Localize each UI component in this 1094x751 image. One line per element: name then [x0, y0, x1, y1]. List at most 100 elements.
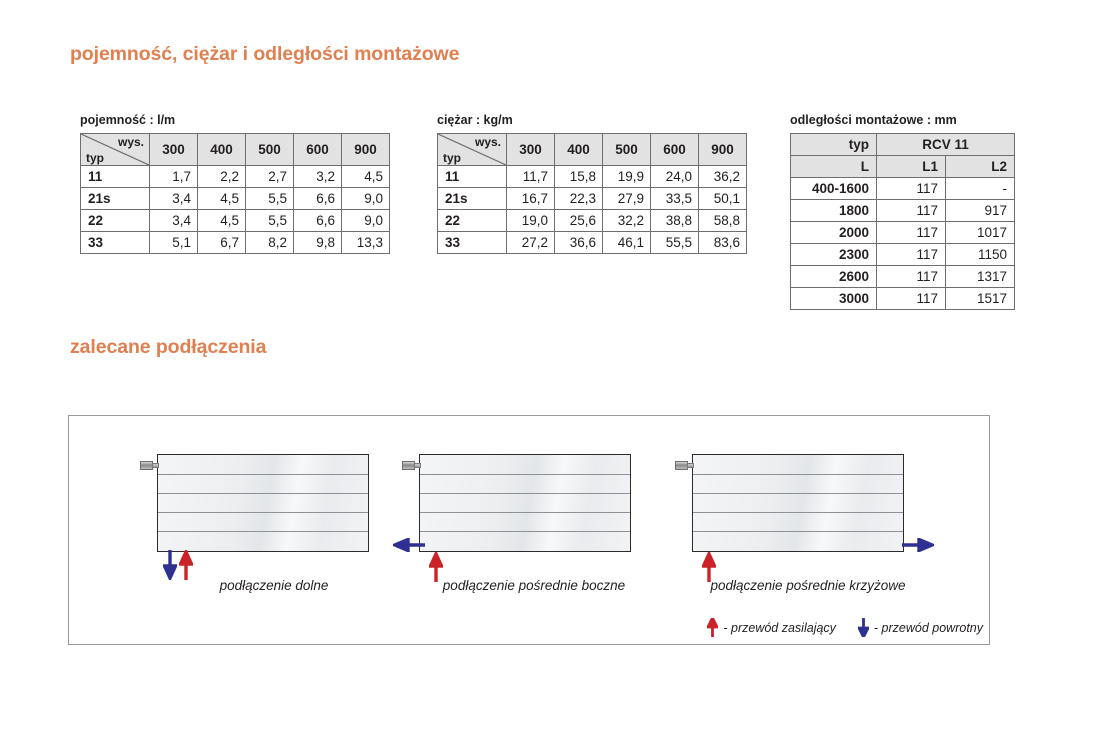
column-header: 500	[602, 133, 651, 166]
table-header-row: wys. typ 300 400 500 600 900	[437, 133, 747, 166]
radiator-segment-line	[420, 531, 630, 532]
table-cell: 24,0	[650, 165, 699, 188]
table-cell: 58,8	[698, 209, 747, 232]
row-header: 11	[80, 165, 150, 188]
table-cell: 117	[876, 177, 946, 200]
table-cell: 8,2	[245, 231, 294, 254]
table-cell: 1,7	[149, 165, 198, 188]
spacing-table-caption: odległości montażowe : mm	[790, 113, 957, 127]
row-header: 33	[80, 231, 150, 254]
column-header: 400	[554, 133, 603, 166]
row-header: 21s	[80, 187, 150, 210]
column-header: 900	[341, 133, 390, 166]
capacity-table: wys. typ 300 400 500 600 900 11 1,7 2,2 …	[80, 133, 390, 254]
row-header: 2600	[790, 265, 877, 288]
radiator-body	[692, 454, 904, 552]
table-cell: 2,2	[197, 165, 246, 188]
table-cell: 1150	[945, 243, 1015, 266]
table-cell: -	[945, 177, 1015, 200]
valve-fitting-icon	[402, 460, 421, 471]
arrow-left-blue-icon	[393, 538, 425, 552]
table-cell: 4,5	[341, 165, 390, 188]
table-cell: 13,3	[341, 231, 390, 254]
table-cell: 4,5	[197, 187, 246, 210]
header-typ: typ	[790, 133, 877, 156]
row-header: 2000	[790, 221, 877, 244]
table-cell: 83,6	[698, 231, 747, 254]
table-cell: 1317	[945, 265, 1015, 288]
table-cell: 27,9	[602, 187, 651, 210]
radiator-segment-line	[158, 474, 368, 475]
corner-label-height: wys.	[474, 135, 501, 149]
arrow-right-blue-icon	[902, 538, 934, 552]
column-header: 300	[149, 133, 198, 166]
corner-label-height: wys.	[117, 135, 144, 149]
table-cell: 19,9	[602, 165, 651, 188]
valve-fitting-icon	[140, 460, 159, 471]
header-l2: L2	[945, 155, 1015, 178]
capacity-table-caption: pojemność : l/m	[80, 113, 176, 127]
column-header: 300	[506, 133, 555, 166]
row-header: 21s	[437, 187, 507, 210]
radiator-illustration	[140, 454, 369, 552]
radiator-segment-line	[693, 493, 903, 494]
table-row: 11 11,7 15,8 19,9 24,0 36,2	[437, 165, 747, 188]
radiator-body	[157, 454, 369, 552]
table-cell: 3,2	[293, 165, 342, 188]
radiator-segment-line	[693, 512, 903, 513]
table-cell: 117	[876, 199, 946, 222]
table-header-row: wys. typ 300 400 500 600 900	[80, 133, 390, 166]
spacing-table-block: odległości montażowe : mm typ RCV 11 L L…	[790, 113, 1015, 310]
row-header: 400-1600	[790, 177, 877, 200]
table-cell: 6,7	[197, 231, 246, 254]
radiator-body	[419, 454, 631, 552]
valve-nose	[152, 463, 159, 468]
table-cell: 36,6	[554, 231, 603, 254]
corner-header-cell: wys. typ	[437, 133, 507, 166]
radiator-segment-line	[158, 512, 368, 513]
table-row: 2600 117 1317	[790, 265, 1015, 288]
diagonal-divider-icon	[81, 134, 149, 165]
page-title-capacity: pojemność, ciężar i odległości montażowe	[70, 43, 460, 65]
arrow-up-red-icon	[429, 552, 443, 582]
table-cell: 27,2	[506, 231, 555, 254]
row-header: 2300	[790, 243, 877, 266]
header-l: L	[790, 155, 877, 178]
table-cell: 11,7	[506, 165, 555, 188]
arrow-up-red-icon	[707, 618, 719, 637]
column-header: 600	[293, 133, 342, 166]
table-row: 1800 117 917	[790, 199, 1015, 222]
valve-fitting-icon	[675, 460, 694, 471]
row-header: 11	[437, 165, 507, 188]
table-cell: 9,0	[341, 187, 390, 210]
table-cell: 9,0	[341, 209, 390, 232]
table-cell: 25,6	[554, 209, 603, 232]
row-header: 22	[437, 209, 507, 232]
table-cell: 15,8	[554, 165, 603, 188]
table-cell: 1017	[945, 221, 1015, 244]
table-cell: 117	[876, 243, 946, 266]
table-cell: 32,2	[602, 209, 651, 232]
row-header: 22	[80, 209, 150, 232]
table-row: 3000 117 1517	[790, 287, 1015, 310]
table-cell: 3,4	[149, 209, 198, 232]
row-header: 3000	[790, 287, 877, 310]
table-header-row-model: typ RCV 11	[790, 133, 1015, 156]
weight-table: wys. typ 300 400 500 600 900 11 11,7 15,…	[437, 133, 747, 254]
table-cell: 5,1	[149, 231, 198, 254]
radiator-segment-line	[693, 531, 903, 532]
table-cell: 3,4	[149, 187, 198, 210]
row-header: 33	[437, 231, 507, 254]
diagram-cross-connection: podłączenie pośrednie krzyżowe	[667, 454, 937, 624]
valve-nose	[687, 463, 694, 468]
arrow-down-blue-icon	[857, 618, 869, 637]
table-cell: 917	[945, 199, 1015, 222]
table-cell: 117	[876, 221, 946, 244]
section-title-connections: zalecane podłączenia	[70, 336, 267, 358]
table-cell: 33,5	[650, 187, 699, 210]
radiator-illustration	[402, 454, 631, 552]
table-row: 22 19,0 25,6 32,2 38,8 58,8	[437, 209, 747, 232]
table-cell: 19,0	[506, 209, 555, 232]
legend-label-supply: - przewód zasilający	[723, 620, 836, 635]
radiator-segment-line	[158, 531, 368, 532]
